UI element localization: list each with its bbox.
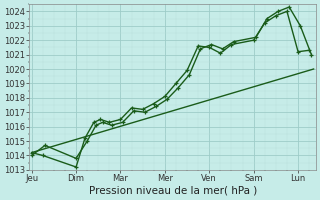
X-axis label: Pression niveau de la mer( hPa ): Pression niveau de la mer( hPa ) bbox=[89, 186, 257, 196]
